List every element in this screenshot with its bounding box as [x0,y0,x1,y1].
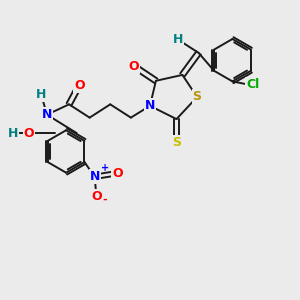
Text: O: O [128,60,139,73]
Text: -: - [103,194,107,204]
Text: N: N [42,108,52,121]
Text: O: O [112,167,123,180]
Text: H: H [173,33,183,46]
Text: S: S [193,91,202,103]
Text: O: O [91,190,101,203]
Text: Cl: Cl [246,78,260,91]
Text: S: S [172,136,181,149]
Text: H: H [36,88,46,100]
Text: N: N [145,99,155,112]
Text: +: + [101,163,110,173]
Text: H: H [8,127,18,140]
Text: O: O [74,79,85,92]
Text: O: O [24,127,34,140]
Text: N: N [90,170,100,183]
